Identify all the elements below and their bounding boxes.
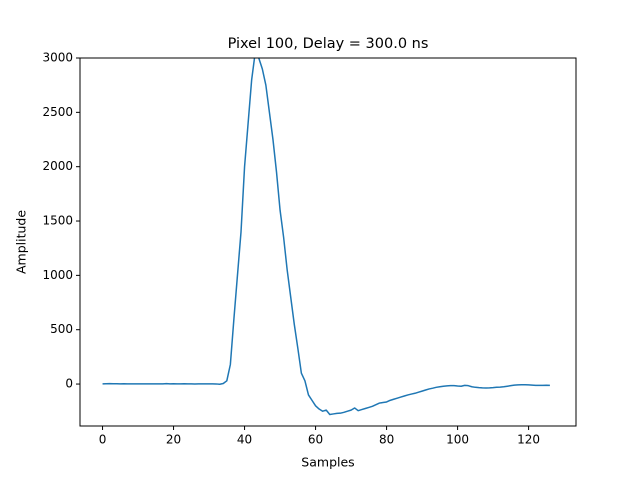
- y-tick-label: 1500: [42, 214, 73, 228]
- data-line: [102, 58, 550, 416]
- x-tick-label: 120: [517, 433, 540, 447]
- x-tick-label: 40: [237, 433, 252, 447]
- y-tick-label: 2500: [42, 105, 73, 119]
- y-tick-label: 2000: [42, 159, 73, 173]
- axes-frame: [79, 57, 577, 427]
- y-axis-label: Amplitude: [14, 210, 29, 274]
- x-axis-label: Samples: [301, 455, 354, 470]
- y-tick-label: 500: [50, 322, 73, 336]
- chart-title: Pixel 100, Delay = 300.0 ns: [228, 36, 429, 52]
- x-tick-label: 80: [379, 433, 394, 447]
- y-tick-label: 1000: [42, 268, 73, 282]
- x-tick-label: 0: [99, 433, 107, 447]
- x-tick-label: 60: [308, 433, 323, 447]
- y-tick-label: 0: [65, 377, 73, 391]
- x-tick-label: 100: [446, 433, 469, 447]
- y-tick-label: 3000: [42, 51, 73, 65]
- plot-area: [102, 58, 550, 416]
- x-tick-label: 20: [166, 433, 181, 447]
